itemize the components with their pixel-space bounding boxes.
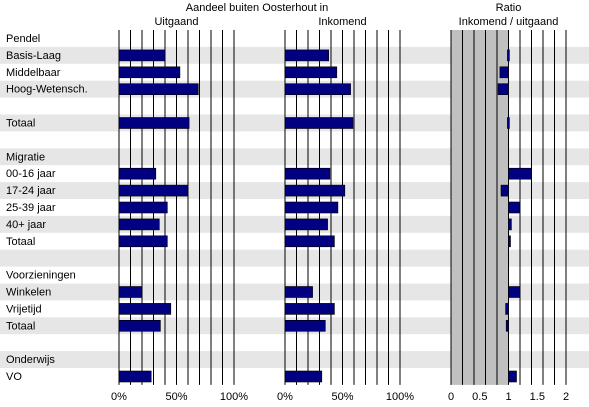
bar <box>284 66 338 79</box>
row-label: VO <box>6 371 22 383</box>
row-stripe <box>0 148 589 166</box>
row-label: 00-16 jaar <box>6 168 56 180</box>
bar <box>118 66 181 79</box>
bar <box>507 49 510 62</box>
row-label: Hoog-Wetensch. <box>6 84 88 96</box>
row-label: 25-39 jaar <box>6 202 56 214</box>
row-label: Totaal <box>6 236 35 248</box>
panel-title: Ratio <box>496 2 522 14</box>
bar <box>284 49 330 62</box>
bar <box>500 184 509 197</box>
bar <box>505 303 509 315</box>
bar <box>118 117 190 129</box>
panel-title: Uitgaand <box>154 16 198 28</box>
section-label: Migratie <box>6 151 45 163</box>
bar <box>508 218 512 231</box>
bar <box>118 218 160 231</box>
bar <box>118 303 172 315</box>
row-label: Basis-Laag <box>6 50 61 62</box>
tick-label: 0 <box>448 391 454 403</box>
tick-label: 50% <box>331 391 353 403</box>
bar <box>118 184 189 197</box>
tick-label: 50% <box>165 391 187 403</box>
bar <box>284 303 335 315</box>
tick-label: 1.5 <box>530 391 545 403</box>
bar <box>118 235 168 248</box>
bar <box>508 235 511 248</box>
bar <box>508 167 532 180</box>
bar <box>497 83 509 95</box>
tick-label: 0% <box>277 391 293 403</box>
bar <box>284 319 326 332</box>
row-label: 17-24 jaar <box>6 185 56 197</box>
row-label: 40+ jaar <box>6 219 46 231</box>
row-label: Middelbaar <box>6 67 61 79</box>
tick-label: 0% <box>111 391 127 403</box>
bar <box>505 319 509 332</box>
section-label: Onderwijs <box>6 354 55 366</box>
bar <box>284 370 323 383</box>
row-stripe <box>0 249 589 267</box>
bar <box>118 167 157 180</box>
bar <box>284 83 351 95</box>
bar <box>118 201 168 214</box>
panel-title: Inkomend <box>318 16 366 28</box>
bar <box>284 167 331 180</box>
bar <box>118 370 152 383</box>
bar <box>508 286 521 298</box>
row-label: Vrijetijd <box>6 303 42 315</box>
bar <box>508 201 520 214</box>
section-label: Voorzieningen <box>6 270 76 282</box>
section-label: Pendel <box>6 33 40 45</box>
row-label: Totaal <box>6 118 35 130</box>
panel-title: Inkomend / uitgaand <box>459 16 559 28</box>
tick-label: 100% <box>220 391 248 403</box>
tick-label: 0.5 <box>472 391 487 403</box>
tick-label: 2 <box>563 391 569 403</box>
row-stripe <box>0 351 589 368</box>
bar <box>284 184 346 197</box>
bar <box>284 201 339 214</box>
tick-label: 100% <box>386 391 414 403</box>
bar <box>118 286 143 298</box>
bar <box>118 83 199 95</box>
bar <box>118 319 161 332</box>
bar <box>284 218 328 231</box>
chart-supertitle: Aandeel buiten Oosterhout in <box>186 2 329 14</box>
row-label: Totaal <box>6 320 35 332</box>
bar <box>284 235 335 248</box>
bar <box>118 49 166 62</box>
bar <box>284 286 313 298</box>
bar <box>499 66 509 79</box>
reference-region <box>451 30 509 385</box>
bar <box>284 117 354 129</box>
bar <box>507 117 510 129</box>
tick-label: 1 <box>505 391 511 403</box>
bar <box>508 370 517 383</box>
row-label: Winkelen <box>6 287 51 299</box>
